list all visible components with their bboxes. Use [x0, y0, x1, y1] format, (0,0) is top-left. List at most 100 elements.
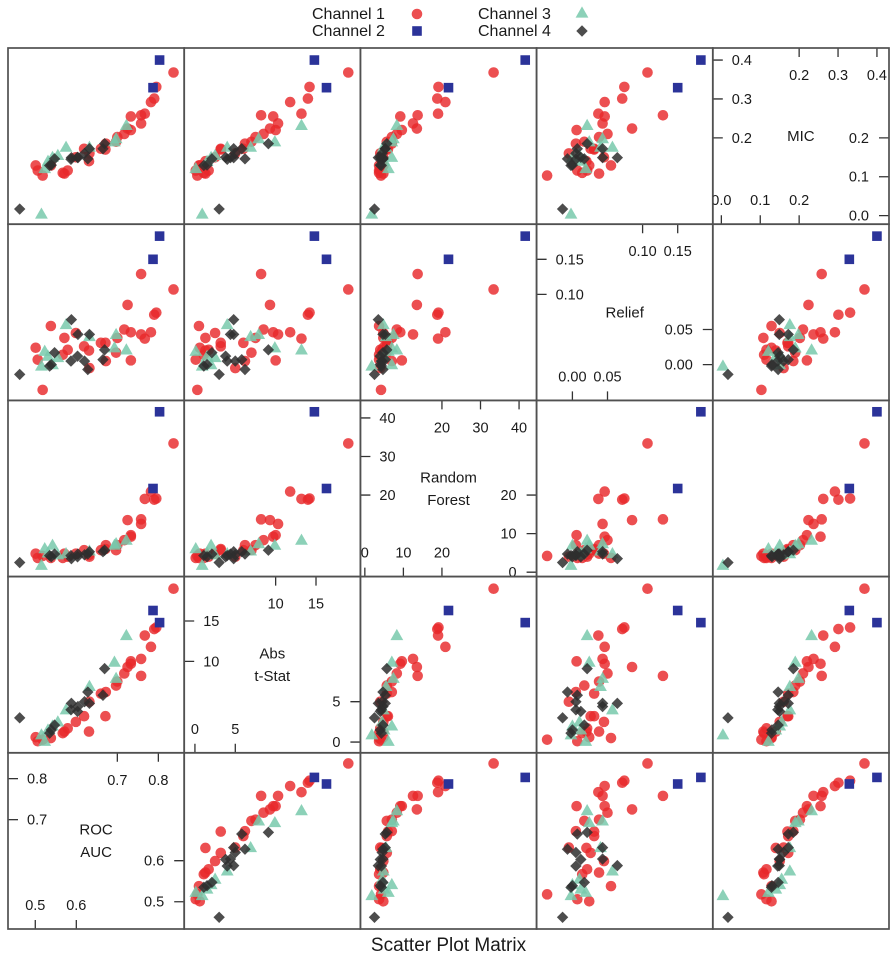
point-channel-4 [48, 153, 61, 165]
point-channel-4 [561, 153, 574, 165]
point-channel-1 [599, 658, 610, 670]
point-channel-1 [803, 514, 814, 526]
point-channel-1 [148, 309, 160, 321]
scatter-panel [716, 758, 882, 924]
point-channel-2 [520, 231, 531, 241]
point-channel-1 [296, 108, 307, 120]
point-channel-2 [696, 55, 706, 65]
point-channel-1 [59, 332, 70, 344]
diagonal-panel: Abs t-Stat 10 10 15 15 0 0 5 5 [184, 576, 361, 753]
point-channel-1 [378, 896, 389, 907]
point-channel-1 [30, 342, 41, 354]
point-channel-2 [154, 231, 165, 241]
point-channel-1 [657, 514, 669, 525]
point-channel-4 [561, 843, 574, 855]
point-channel-4 [570, 846, 582, 859]
tick-label-top: 20 [434, 420, 450, 436]
point-channel-3 [788, 655, 802, 667]
point-channel-4 [377, 328, 389, 341]
point-channel-4 [782, 828, 794, 840]
point-channel-4 [565, 727, 577, 739]
point-channel-4 [611, 151, 624, 164]
point-channel-1 [571, 656, 582, 667]
point-channel-2 [672, 483, 683, 494]
point-channel-1 [296, 493, 307, 505]
scatter-panel [716, 406, 882, 570]
point-channel-4 [43, 159, 56, 172]
point-channel-1 [766, 896, 777, 907]
point-channel-4 [578, 719, 591, 731]
point-channel-1 [844, 307, 856, 318]
point-channel-1 [342, 284, 354, 295]
tick-label-top: 0.7 [107, 773, 127, 789]
tick-label-bottom: 0.05 [593, 369, 621, 385]
tick-label-left: 10 [203, 654, 219, 670]
scatter-panel [716, 231, 882, 396]
point-channel-1 [412, 109, 423, 121]
point-channel-4 [213, 911, 225, 924]
tick-label-left: 0.2 [732, 131, 752, 147]
point-channel-4 [198, 159, 210, 172]
point-channel-4 [765, 881, 778, 894]
point-channel-2 [321, 254, 332, 265]
point-channel-1 [122, 299, 133, 311]
diagonal-panel: MIC 0.2 0.2 0.3 0.3 0.4 0.4 0.0 0.0 0.1 0.1 0.2 0.2 [712, 48, 889, 225]
point-channel-1 [296, 786, 307, 798]
point-channel-3 [295, 804, 308, 816]
point-channel-4 [213, 556, 225, 569]
point-channel-4 [375, 727, 388, 739]
point-channel-1 [605, 732, 617, 744]
point-channel-4 [98, 662, 111, 675]
point-channel-2 [154, 406, 165, 417]
point-channel-1 [599, 96, 610, 108]
tick-label-left: 0.10 [556, 287, 584, 303]
point-channel-1 [375, 384, 387, 396]
point-channel-4 [43, 360, 56, 372]
point-channel-1 [541, 734, 553, 745]
point-channel-2 [321, 82, 332, 93]
point-channel-4 [570, 860, 582, 872]
point-channel-1 [432, 93, 443, 104]
point-channel-4 [782, 697, 794, 710]
tick-label-right: 0.05 [665, 322, 693, 338]
point-channel-3 [582, 815, 596, 828]
point-channel-1 [267, 111, 279, 122]
point-channel-2 [844, 483, 855, 494]
point-channel-1 [145, 96, 157, 108]
point-channel-1 [588, 688, 600, 699]
point-channel-2 [443, 254, 454, 265]
point-channel-1 [488, 67, 499, 78]
point-channel-1 [833, 309, 844, 321]
variable-label: Abs [259, 645, 285, 662]
point-channel-3 [59, 317, 73, 330]
point-channel-3 [805, 628, 818, 641]
point-channel-3 [376, 317, 390, 330]
point-channel-1 [270, 529, 281, 541]
point-channel-4 [787, 544, 800, 556]
point-channel-1 [599, 486, 610, 497]
point-channel-4 [787, 662, 800, 675]
point-channel-1 [602, 807, 613, 818]
point-channel-2 [321, 779, 332, 789]
variable-label: AUC [80, 844, 112, 861]
point-channel-4 [722, 368, 734, 381]
point-channel-4 [78, 549, 91, 561]
point-channel-1 [593, 168, 605, 179]
point-channel-3 [606, 864, 619, 876]
point-channel-1 [593, 726, 605, 737]
point-channel-1 [193, 320, 205, 332]
point-channel-3 [762, 885, 775, 897]
point-channel-4 [227, 859, 240, 872]
point-channel-4 [377, 686, 389, 698]
point-channel-1 [859, 583, 870, 595]
point-channel-1 [859, 438, 870, 449]
point-channel-3 [119, 628, 133, 641]
point-channel-1 [626, 123, 638, 134]
point-channel-1 [585, 847, 596, 859]
panel-border [7, 47, 186, 226]
point-channel-1 [139, 630, 151, 641]
scatter-panel [365, 231, 531, 396]
point-channel-3 [365, 359, 379, 371]
point-channel-1 [272, 790, 284, 802]
point-channel-2 [520, 617, 531, 628]
